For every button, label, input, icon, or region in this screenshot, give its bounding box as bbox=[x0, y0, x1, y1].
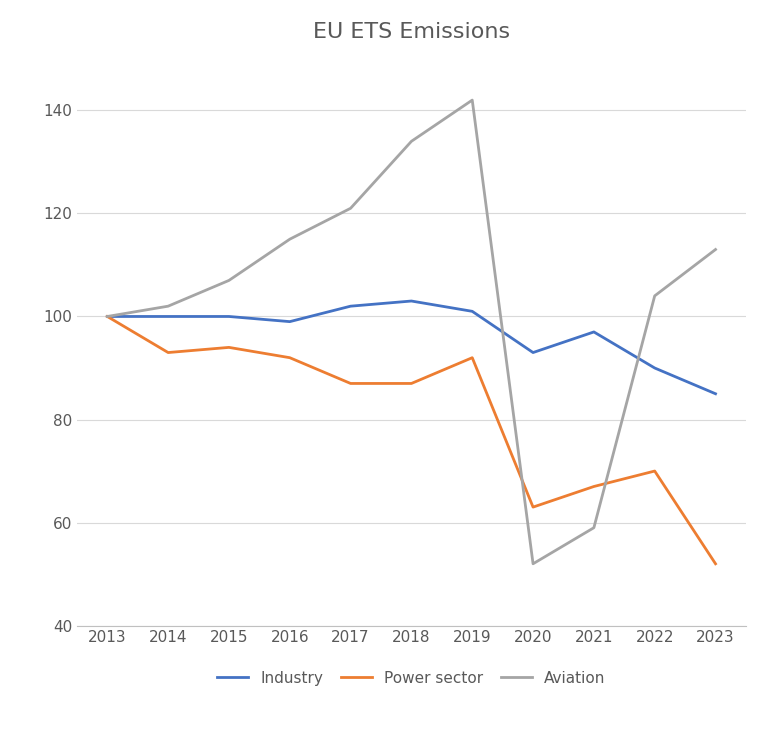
Power sector bbox=[285, 353, 295, 362]
Industry bbox=[164, 312, 173, 321]
Aviation bbox=[589, 523, 598, 532]
Power sector bbox=[407, 379, 416, 388]
Aviation bbox=[225, 276, 234, 285]
Aviation bbox=[528, 559, 538, 568]
Industry bbox=[711, 389, 720, 398]
Power sector bbox=[103, 312, 112, 321]
Industry bbox=[528, 348, 538, 357]
Aviation bbox=[164, 302, 173, 311]
Power sector bbox=[528, 503, 538, 512]
Line: Industry: Industry bbox=[108, 301, 715, 394]
Aviation bbox=[711, 245, 720, 254]
Power sector bbox=[225, 343, 234, 352]
Title: EU ETS Emissions: EU ETS Emissions bbox=[313, 22, 510, 42]
Power sector bbox=[164, 348, 173, 357]
Aviation bbox=[285, 235, 295, 244]
Aviation bbox=[468, 96, 477, 105]
Line: Power sector: Power sector bbox=[108, 316, 715, 564]
Power sector bbox=[346, 379, 355, 388]
Industry bbox=[650, 364, 659, 372]
Industry bbox=[103, 312, 112, 321]
Aviation bbox=[650, 291, 659, 300]
Industry bbox=[285, 317, 295, 326]
Aviation bbox=[407, 137, 416, 146]
Power sector bbox=[711, 559, 720, 568]
Industry bbox=[407, 297, 416, 305]
Line: Aviation: Aviation bbox=[108, 100, 715, 564]
Aviation bbox=[346, 204, 355, 213]
Industry bbox=[589, 328, 598, 336]
Industry bbox=[468, 307, 477, 316]
Industry bbox=[225, 312, 234, 321]
Legend: Industry, Power sector, Aviation: Industry, Power sector, Aviation bbox=[211, 665, 611, 692]
Power sector bbox=[589, 482, 598, 491]
Power sector bbox=[468, 353, 477, 362]
Aviation bbox=[103, 312, 112, 321]
Power sector bbox=[650, 467, 659, 475]
Industry bbox=[346, 302, 355, 311]
